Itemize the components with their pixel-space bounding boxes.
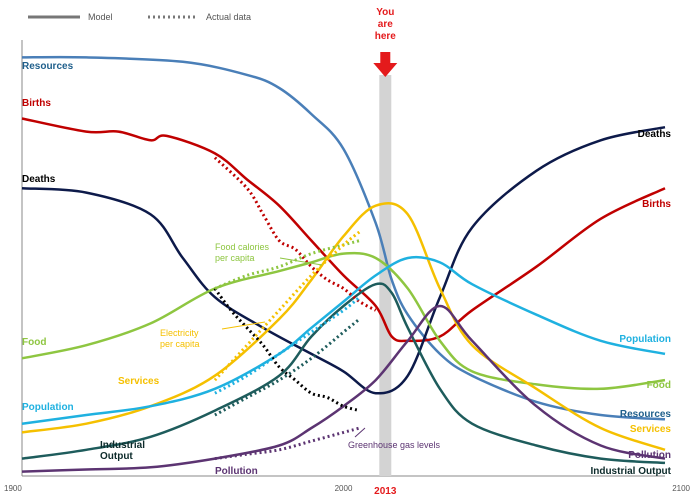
series-line-resources — [21, 55, 666, 421]
label-left-industrial-output-0: Industrial — [100, 440, 145, 451]
label-left-pollution: Pollution — [215, 466, 258, 477]
label-right-resources: Resources — [620, 409, 672, 420]
axes: 1900 2000 2100 — [4, 40, 691, 493]
down-arrow-icon — [373, 63, 398, 77]
legend-actual-label: Actual data — [206, 12, 251, 22]
series-line-deaths — [21, 125, 666, 395]
legend-model-label: Model — [88, 12, 113, 22]
you-are-here-text-1: are — [378, 19, 393, 30]
label-right-food: Food — [647, 380, 671, 391]
label-left-births: Births — [22, 98, 51, 109]
series-line-industrial-output — [21, 282, 666, 465]
you-are-here-text-2: here — [375, 31, 397, 42]
actual-data-lines — [213, 156, 377, 461]
label-left-resources: Resources — [22, 61, 74, 72]
annotation-2-line-0: Greenhouse gas levels — [348, 440, 441, 450]
annotation-1-line-1: per capita — [160, 339, 200, 349]
arrow-shaft — [380, 52, 391, 64]
series-line-services — [21, 201, 666, 451]
series-labels: Resources Resources Births Births Deaths Deat… — [22, 61, 672, 477]
series-line-food — [21, 251, 666, 391]
you-are-here-text-0: You — [376, 7, 394, 18]
x-tick-2000: 2000 — [335, 484, 353, 493]
series-line-births — [21, 117, 666, 343]
series-line-population — [21, 255, 666, 425]
annotation-0-line-0: Food calories — [215, 242, 270, 252]
annotation-leader-1 — [221, 321, 266, 330]
label-left-services: Services — [118, 376, 160, 387]
label-right-services: Services — [630, 424, 672, 435]
x-tick-2100: 2100 — [672, 484, 690, 493]
actual-line-population — [214, 296, 361, 395]
annotation-leader-2 — [354, 427, 366, 438]
actual-line-births — [213, 156, 377, 312]
label-right-deaths: Deaths — [638, 129, 672, 140]
label-left-industrial-output-1: Output — [100, 451, 133, 462]
series-line-pollution — [21, 304, 666, 473]
annotation-leader-0 — [279, 257, 323, 266]
label-left-food: Food — [22, 337, 46, 348]
highlight-year-label: 2013 — [374, 486, 397, 497]
label-left-deaths: Deaths — [22, 174, 56, 185]
x-tick-1900: 1900 — [4, 484, 22, 493]
legend: Model Actual data — [28, 12, 251, 22]
annotation-1-line-0: Electricity — [160, 328, 199, 338]
annotation-0-line-1: per capita — [215, 253, 255, 263]
label-right-pollution: Pollution — [628, 450, 671, 461]
label-right-births: Births — [642, 199, 671, 210]
label-right-population: Population — [619, 334, 671, 345]
series-lines — [21, 55, 666, 473]
actual-line-pollution — [214, 426, 361, 461]
actual-line-industrial-output — [214, 317, 361, 417]
highlight-band — [379, 75, 392, 476]
label-left-population: Population — [22, 402, 74, 413]
label-right-industrial-output: Industrial Output — [590, 466, 671, 477]
